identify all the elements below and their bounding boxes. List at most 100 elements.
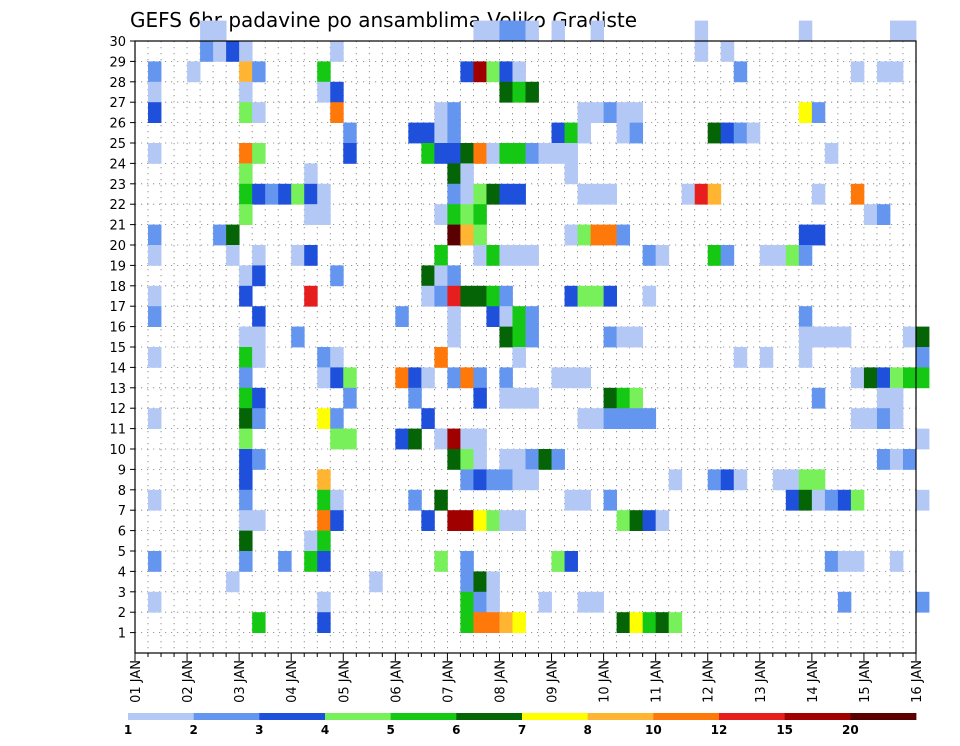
precip-cell [434, 122, 448, 144]
precip-cell [863, 367, 878, 389]
precip-cell [239, 367, 253, 389]
precip-cell [512, 326, 526, 348]
precip-cell [447, 204, 461, 225]
precip-cell [213, 20, 227, 42]
precip-cell [551, 20, 565, 42]
precip-cell [486, 61, 500, 83]
precip-cell [291, 326, 305, 348]
y-tick-label: 1 [118, 627, 126, 642]
precip-cell [239, 510, 253, 531]
precip-cell [239, 489, 253, 511]
precip-cell [460, 61, 474, 83]
precip-cell [551, 143, 565, 164]
precip-cell [447, 285, 461, 307]
precip-cell [447, 102, 461, 123]
precip-cell [421, 510, 435, 531]
precip-cell [811, 102, 826, 123]
precip-cell [512, 61, 526, 83]
precip-cell [902, 367, 917, 389]
precip-cell [525, 449, 539, 470]
precip-cell [148, 81, 162, 103]
precip-cell [473, 143, 487, 164]
legend-label: 2 [189, 723, 197, 737]
precip-cell [629, 510, 644, 531]
precip-cell [876, 408, 891, 429]
legend-label: 10 [645, 723, 662, 737]
precip-cell [473, 367, 487, 389]
precip-cell [720, 41, 735, 62]
precip-cell [876, 387, 891, 409]
precip-cell [447, 306, 461, 327]
precip-cell [239, 163, 253, 185]
precip-cell [447, 265, 461, 287]
precip-cell [642, 612, 657, 633]
precip-cell [499, 367, 513, 389]
precip-cell [525, 20, 539, 42]
precip-cell [460, 163, 474, 185]
precip-cell [603, 387, 618, 409]
precip-cell [408, 122, 422, 144]
precip-cell [473, 428, 487, 450]
precip-cell [850, 183, 865, 205]
precip-cell [590, 591, 604, 613]
precip-cell [486, 245, 500, 266]
precip-cell [447, 122, 461, 144]
precip-cell [668, 612, 683, 633]
x-tick-label: 05 JAN [337, 660, 352, 703]
precip-cell [916, 367, 930, 389]
precip-cell [148, 489, 162, 511]
precip-cell [525, 387, 539, 409]
precip-cell [889, 20, 904, 42]
x-tick-label: 06 JAN [389, 660, 404, 703]
legend-swatch [259, 713, 326, 720]
legend-swatch [587, 713, 654, 720]
precip-cell [252, 102, 266, 123]
precip-cell [434, 489, 448, 511]
x-tick-label: 08 JAN [493, 660, 508, 703]
precip-cell [642, 408, 657, 429]
precip-cell [733, 347, 748, 368]
precip-cell [473, 449, 487, 470]
precip-cell [304, 530, 318, 552]
y-tick-label: 8 [118, 484, 126, 499]
precip-cell [239, 285, 253, 307]
precip-cell [213, 224, 227, 246]
precip-cell [187, 61, 201, 83]
precip-cell [603, 183, 618, 205]
precip-cell [330, 510, 344, 531]
precip-cell [473, 20, 487, 42]
precip-cell [473, 285, 487, 307]
precip-cell [733, 61, 748, 83]
precip-cell [239, 387, 253, 409]
precip-cell [824, 551, 839, 572]
precip-cell [798, 469, 813, 491]
legend-swatch [850, 713, 917, 720]
precip-cell [239, 81, 253, 103]
precip-cell [434, 265, 448, 287]
precip-cell [512, 469, 526, 491]
precip-cell [239, 143, 253, 164]
precip-cell [564, 285, 578, 307]
precip-cell [252, 143, 266, 164]
legend-label: 8 [583, 723, 591, 737]
y-tick-label: 14 [109, 361, 126, 376]
precip-cell [499, 245, 513, 266]
precip-cell [317, 510, 331, 531]
precip-cell [317, 489, 331, 511]
precip-cell [798, 224, 813, 246]
legend-swatch [128, 713, 195, 720]
precip-cell [486, 571, 500, 593]
precip-cell [330, 41, 344, 62]
precip-cell [460, 591, 474, 613]
precip-cell [330, 102, 344, 123]
precip-cell [408, 428, 422, 450]
precip-cell [317, 347, 331, 368]
precip-cell [239, 61, 253, 83]
precip-cell [564, 489, 578, 511]
precip-cell [330, 367, 344, 389]
precip-cell [239, 551, 253, 572]
precip-cell [824, 326, 839, 348]
precip-cell [239, 183, 253, 205]
precip-cell [213, 41, 227, 62]
